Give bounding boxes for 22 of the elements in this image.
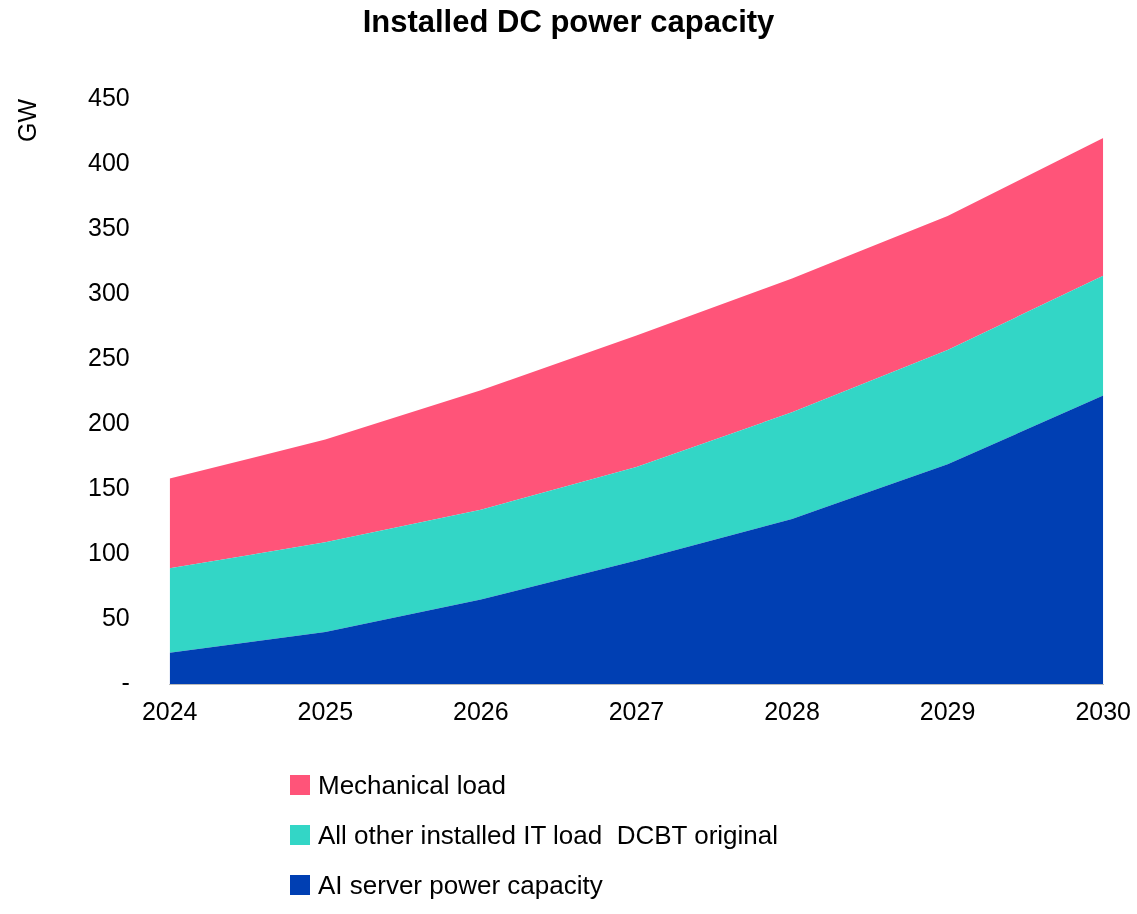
y-tick-label: 350 <box>87 212 130 241</box>
x-tick-label: 2030 <box>1075 696 1131 725</box>
chart-title: Installed DC power capacity <box>361 4 776 40</box>
y-tick-label: 400 <box>87 147 130 176</box>
x-tick-label: 2027 <box>608 696 665 725</box>
y-tick-label: - <box>121 667 130 696</box>
y-tick-label: 100 <box>87 537 130 566</box>
y-tick-label: 450 <box>87 82 130 111</box>
y-tick-label: 50 <box>101 602 130 631</box>
legend-label: All other installed IT load DCBT original <box>318 819 779 851</box>
x-tick-label: 2024 <box>141 696 198 725</box>
y-axis-title: GW <box>12 98 41 143</box>
x-tick-label: 2028 <box>764 696 820 725</box>
legend-label: AI server power capacity <box>318 869 603 901</box>
y-tick-label: 250 <box>87 342 130 371</box>
y-tick-label: 200 <box>87 407 130 436</box>
x-tick-label: 2026 <box>453 696 509 725</box>
y-tick-label: 300 <box>87 277 130 306</box>
legend-label: Mechanical load <box>318 769 506 801</box>
y-tick-label: 150 <box>87 472 130 501</box>
x-tick-label: 2029 <box>919 696 976 725</box>
x-tick-label: 2025 <box>297 696 354 725</box>
